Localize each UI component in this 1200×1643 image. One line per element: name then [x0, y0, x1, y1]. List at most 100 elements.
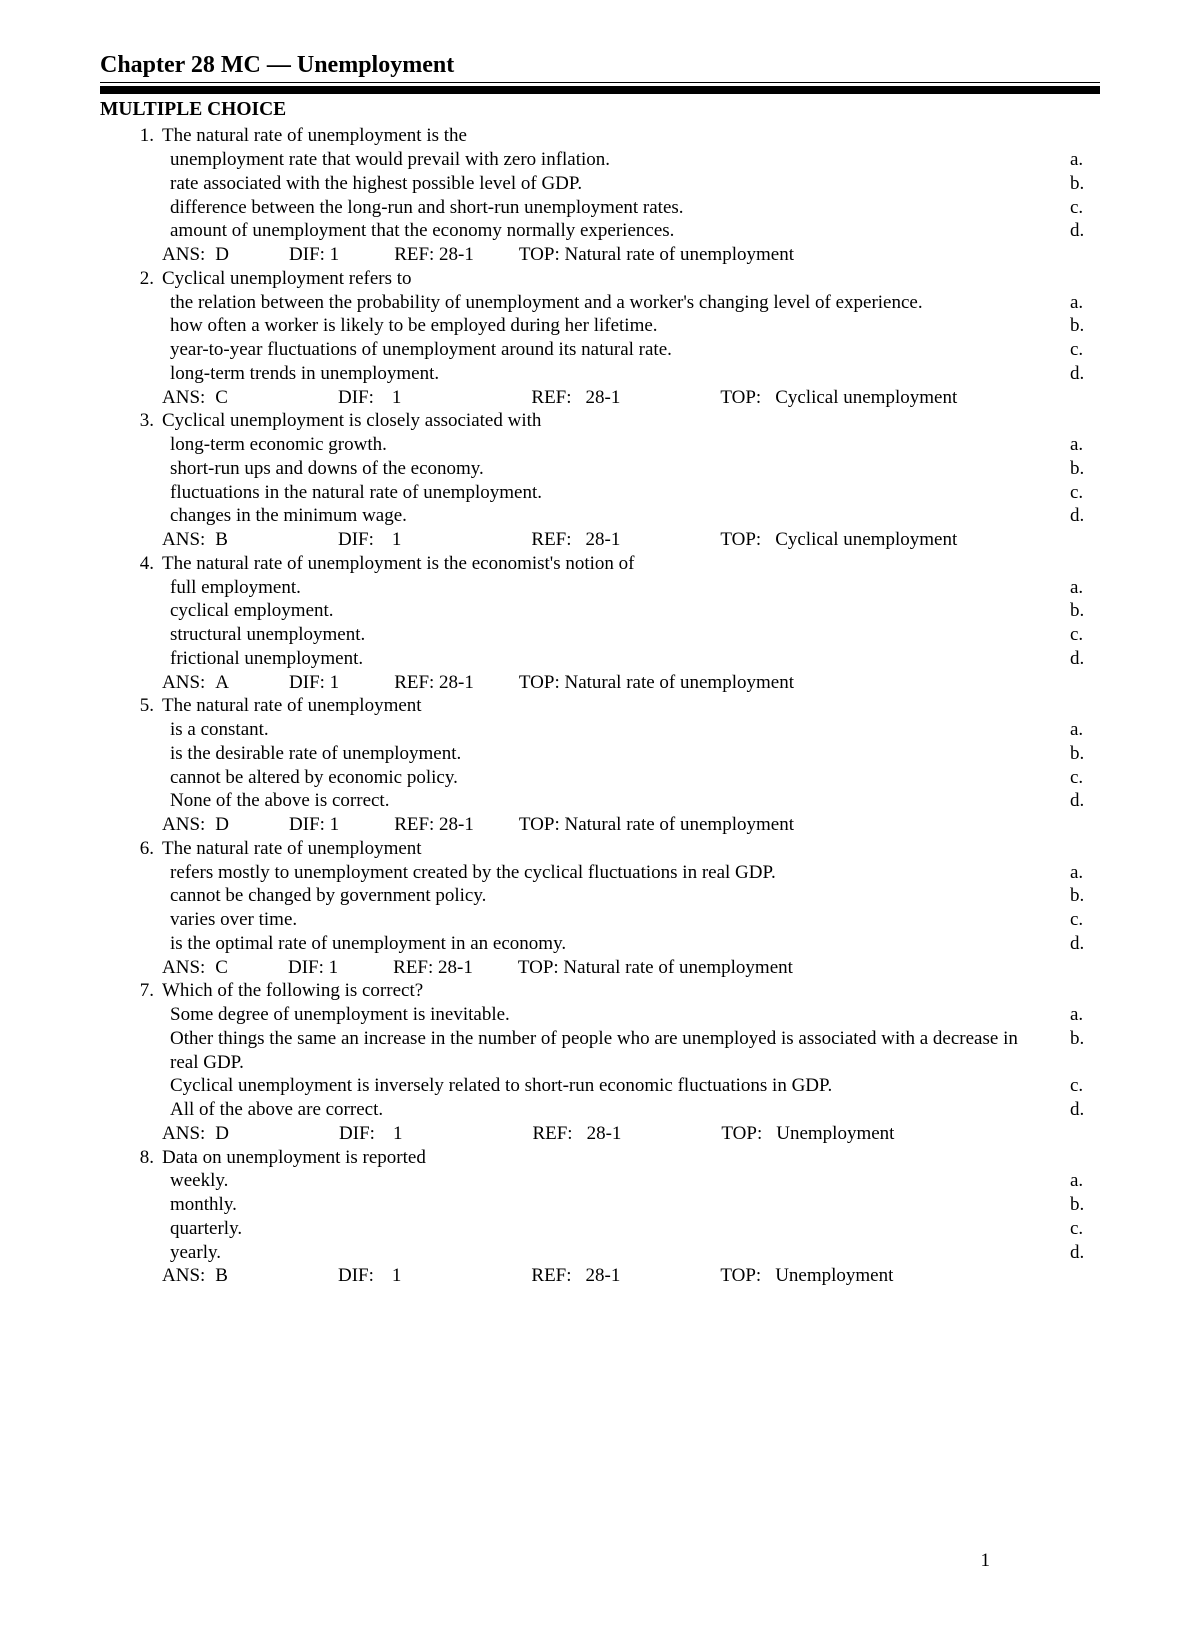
top-value: Cyclical unemployment — [775, 386, 957, 410]
choice-letter: c. — [1070, 1074, 1100, 1098]
ans-value: C — [215, 386, 228, 410]
choice-letter: c. — [1070, 908, 1100, 932]
choice-letter: b. — [1070, 172, 1100, 196]
choice-row: frictional unemployment.d. — [170, 647, 1100, 671]
choice-text: is the optimal rate of unemployment in a… — [170, 932, 1070, 956]
choice-letter: a. — [1070, 718, 1100, 742]
choice-row: amount of unemployment that the economy … — [170, 219, 1100, 243]
choice-row: Some degree of unemployment is inevitabl… — [170, 1003, 1100, 1027]
choice-list: full employment.a.cyclical employment.b.… — [170, 576, 1100, 671]
question: 8.Data on unemployment is reportedweekly… — [130, 1146, 1100, 1289]
answer-meta-row: ANS:DDIF: 1REF: 28-1TOP: Natural rate of… — [162, 813, 1100, 837]
choice-text: quarterly. — [170, 1217, 1070, 1241]
choice-letter: d. — [1070, 932, 1100, 956]
question: 7.Which of the following is correct?Some… — [130, 979, 1100, 1145]
choice-text: monthly. — [170, 1193, 1070, 1217]
question-stem-row: 7.Which of the following is correct? — [130, 979, 1100, 1003]
choice-text: full employment. — [170, 576, 1070, 600]
ref-label: REF: — [531, 1264, 571, 1288]
dif-label: DIF: — [338, 528, 374, 552]
question-number: 8. — [130, 1146, 162, 1170]
top-label: TOP: — [721, 1122, 762, 1146]
choice-text: long-term economic growth. — [170, 433, 1070, 457]
choice-row: weekly.a. — [170, 1169, 1100, 1193]
top-field: TOP: Natural rate of unemployment — [519, 813, 794, 837]
choice-letter: d. — [1070, 1098, 1100, 1122]
choice-row: cannot be altered by economic policy.c. — [170, 766, 1100, 790]
choice-text: Other things the same an increase in the… — [170, 1027, 1070, 1075]
title-rule — [100, 86, 1100, 94]
ref-label: REF: — [531, 386, 571, 410]
question-stem: Which of the following is correct? — [162, 979, 1100, 1003]
question: 2.Cyclical unemployment refers tothe rel… — [130, 267, 1100, 410]
question-stem-row: 8.Data on unemployment is reported — [130, 1146, 1100, 1170]
choice-text: the relation between the probability of … — [170, 291, 1070, 315]
choice-letter: b. — [1070, 1027, 1100, 1051]
choice-text: refers mostly to unemployment created by… — [170, 861, 1070, 885]
dif-field: DIF: 1 — [289, 813, 339, 837]
ans-value: A — [215, 671, 229, 695]
dif-label: DIF: — [339, 1122, 375, 1146]
choice-letter: d. — [1070, 789, 1100, 813]
choice-row: Cyclical unemployment is inversely relat… — [170, 1074, 1100, 1098]
dif-field: DIF: 1 — [289, 243, 339, 267]
choice-text: weekly. — [170, 1169, 1070, 1193]
section-heading: MULTIPLE CHOICE — [100, 98, 1100, 122]
choice-row: how often a worker is likely to be emplo… — [170, 314, 1100, 338]
choice-text: short-run ups and downs of the economy. — [170, 457, 1070, 481]
top-value: Unemployment — [776, 1122, 894, 1146]
choice-text: changes in the minimum wage. — [170, 504, 1070, 528]
question-stem-row: 6.The natural rate of unemployment — [130, 837, 1100, 861]
top-field: TOP: Natural rate of unemployment — [519, 243, 794, 267]
choice-list: unemployment rate that would prevail wit… — [170, 148, 1100, 243]
choice-text: structural unemployment. — [170, 623, 1070, 647]
choice-letter: d. — [1070, 504, 1100, 528]
choice-row: Other things the same an increase in the… — [170, 1027, 1100, 1075]
choice-letter: c. — [1070, 1217, 1100, 1241]
choice-letter: b. — [1070, 457, 1100, 481]
answer-meta-row: ANS:BDIF:1REF:28-1TOP:Cyclical unemploym… — [162, 528, 1100, 552]
ref-value: 28-1 — [586, 1264, 621, 1288]
ans-label: ANS: — [162, 528, 205, 552]
answer-meta-row: ANS:CDIF:1REF:28-1TOP:Cyclical unemploym… — [162, 386, 1100, 410]
choice-letter: a. — [1070, 576, 1100, 600]
choice-letter: b. — [1070, 884, 1100, 908]
choice-letter: b. — [1070, 742, 1100, 766]
choice-row: unemployment rate that would prevail wit… — [170, 148, 1100, 172]
choice-row: changes in the minimum wage.d. — [170, 504, 1100, 528]
choice-letter: a. — [1070, 433, 1100, 457]
choice-row: full employment.a. — [170, 576, 1100, 600]
choice-text: cannot be altered by economic policy. — [170, 766, 1070, 790]
choice-letter: a. — [1070, 1003, 1100, 1027]
choice-text: how often a worker is likely to be emplo… — [170, 314, 1070, 338]
ans-value: D — [215, 243, 229, 267]
choice-list: refers mostly to unemployment created by… — [170, 861, 1100, 956]
choice-text: None of the above is correct. — [170, 789, 1070, 813]
choice-row: is a constant.a. — [170, 718, 1100, 742]
choice-letter: d. — [1070, 1241, 1100, 1265]
choice-letter: d. — [1070, 647, 1100, 671]
question-stem: Cyclical unemployment refers to — [162, 267, 1100, 291]
question-number: 4. — [130, 552, 162, 576]
choice-letter: a. — [1070, 148, 1100, 172]
choice-list: the relation between the probability of … — [170, 291, 1100, 386]
dif-value: 1 — [392, 1264, 402, 1288]
ans-label: ANS: — [162, 1264, 205, 1288]
top-value: Cyclical unemployment — [775, 528, 957, 552]
question-stem: The natural rate of unemployment — [162, 837, 1100, 861]
choice-list: Some degree of unemployment is inevitabl… — [170, 1003, 1100, 1122]
question-number: 2. — [130, 267, 162, 291]
choice-row: None of the above is correct.d. — [170, 789, 1100, 813]
choice-text: is the desirable rate of unemployment. — [170, 742, 1070, 766]
choice-letter: c. — [1070, 196, 1100, 220]
ans-label: ANS: — [162, 1122, 205, 1146]
choice-list: is a constant.a.is the desirable rate of… — [170, 718, 1100, 813]
choice-text: amount of unemployment that the economy … — [170, 219, 1070, 243]
question: 1.The natural rate of unemployment is th… — [130, 124, 1100, 267]
dif-value: 1 — [393, 1122, 403, 1146]
question-stem-row: 5.The natural rate of unemployment — [130, 694, 1100, 718]
choice-text: cyclical employment. — [170, 599, 1070, 623]
top-label: TOP: — [720, 528, 761, 552]
choice-list: weekly.a.monthly.b.quarterly.c.yearly.d. — [170, 1169, 1100, 1264]
choice-row: monthly.b. — [170, 1193, 1100, 1217]
